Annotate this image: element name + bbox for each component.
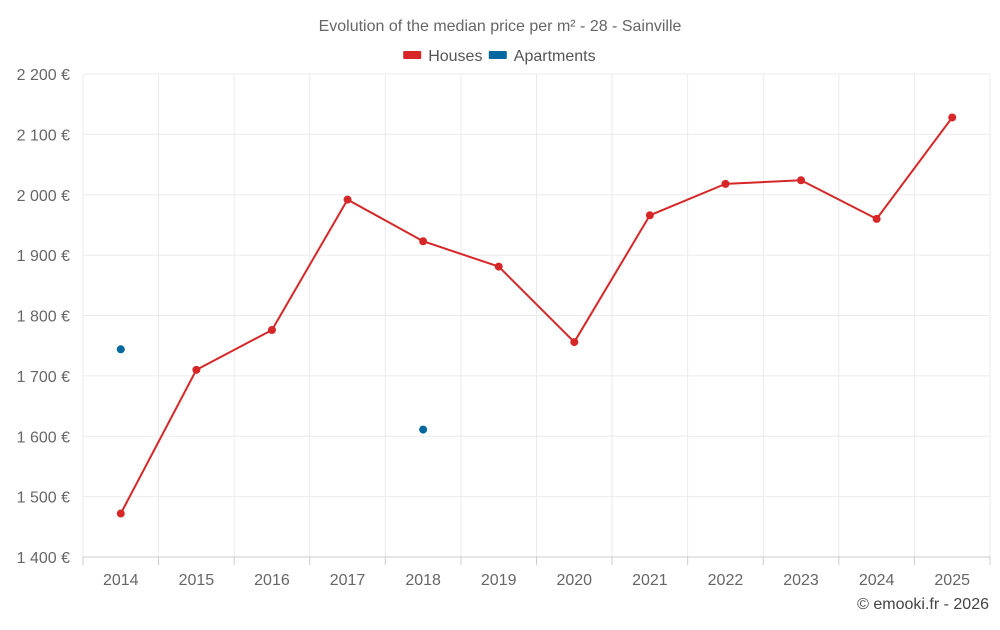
y-tick-label: 1 600 € <box>17 429 70 446</box>
x-tick-label: 2018 <box>405 572 441 589</box>
houses-point-2025[interactable] <box>948 113 957 122</box>
houses-point-2023[interactable] <box>797 176 806 185</box>
houses-series-line <box>119 116 954 514</box>
x-tick-label: 2023 <box>783 572 819 589</box>
chart-title: Evolution of the median price per m² - 2… <box>319 18 682 35</box>
x-tick-label: 2025 <box>934 572 970 589</box>
houses-point-2024[interactable] <box>872 214 881 223</box>
houses-point-2019[interactable] <box>494 262 503 271</box>
y-tick-label: 2 100 € <box>17 127 70 144</box>
x-tick-label: 2017 <box>330 572 366 589</box>
y-tick-label: 2 000 € <box>17 188 70 205</box>
houses-point-2017[interactable] <box>343 195 352 204</box>
x-tick-label: 2020 <box>556 572 592 589</box>
y-tick-label: 1 900 € <box>17 248 70 265</box>
houses-point-2020[interactable] <box>570 338 579 347</box>
houses-point-2015[interactable] <box>192 365 201 374</box>
legend-swatch <box>488 51 507 59</box>
legend-label: Houses <box>428 48 482 65</box>
x-tick-label: 2014 <box>103 572 139 589</box>
y-tick-label: 1 800 € <box>17 309 70 326</box>
y-tick-label: 1 400 € <box>17 550 70 567</box>
x-tick-label: 2019 <box>481 572 517 589</box>
legend[interactable]: Houses Apartments <box>403 48 596 65</box>
grid <box>82 73 991 557</box>
x-tick-label: 2021 <box>632 572 668 589</box>
x-tick-label: 2022 <box>708 572 744 589</box>
legend-item-houses[interactable]: Houses <box>403 48 482 65</box>
apartments-point-2018[interactable] <box>419 425 428 434</box>
x-axis: 2014 2015 2016 2017 2018 2019 2020 2021 2022 2023… <box>82 556 991 589</box>
credit-text: © emooki.fr - 2026 <box>857 596 989 613</box>
apartments-point-2014[interactable] <box>116 345 125 354</box>
x-tick-label: 2015 <box>179 572 215 589</box>
x-tick-label: 2024 <box>859 572 895 589</box>
legend-item-apartments[interactable]: Apartments <box>488 48 596 65</box>
y-tick-label: 1 700 € <box>17 369 70 386</box>
y-tick-label: 2 200 € <box>17 67 70 84</box>
houses-point-2018[interactable] <box>419 237 428 246</box>
x-tick-label: 2016 <box>254 572 290 589</box>
houses-point-2021[interactable] <box>645 211 654 220</box>
series <box>116 113 957 518</box>
houses-point-2014[interactable] <box>116 509 125 518</box>
houses-point-2016[interactable] <box>267 325 276 334</box>
y-tick-label: 1 500 € <box>17 490 70 507</box>
legend-label: Apartments <box>514 48 596 65</box>
houses-point-2022[interactable] <box>721 179 730 188</box>
y-axis: 1 400 € 1 500 € 1 600 € 1 700 € 1 800 € 1 900… <box>17 67 70 567</box>
legend-swatch <box>403 51 422 59</box>
